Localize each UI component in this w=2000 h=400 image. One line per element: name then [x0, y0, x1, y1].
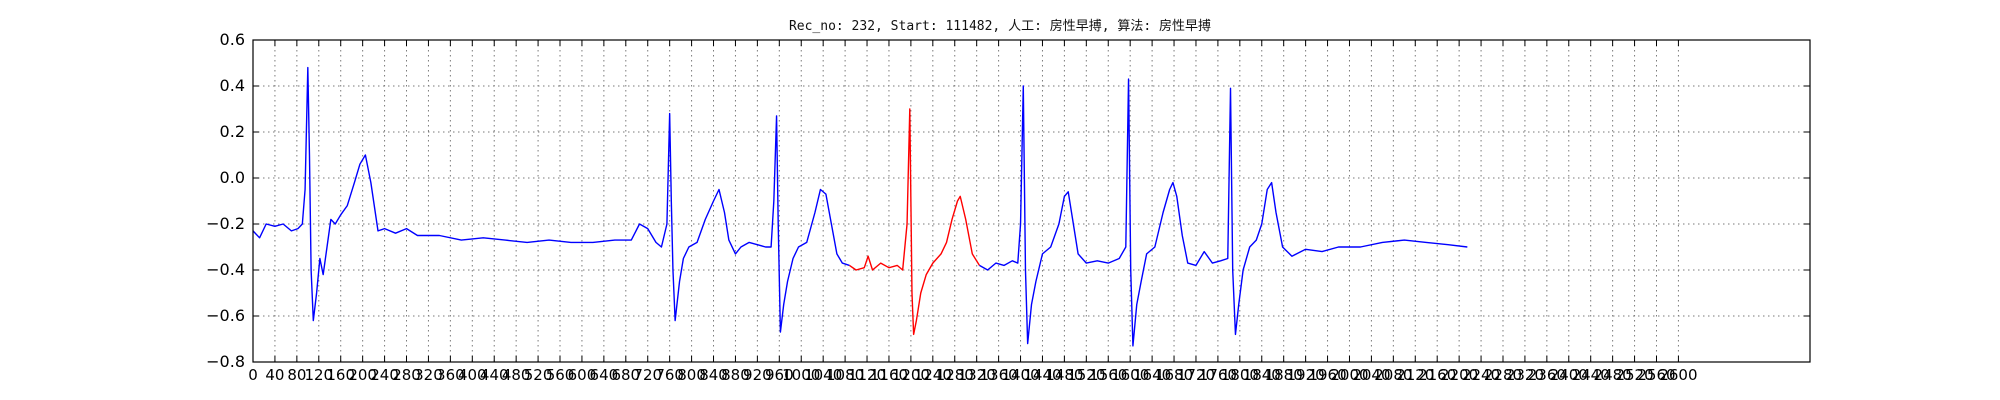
x-tick-label: 2160: [1418, 366, 1456, 384]
x-tick-label: 1760: [1199, 366, 1237, 384]
x-tick-label: 360: [436, 366, 465, 384]
x-tick-label: 1320: [958, 366, 996, 384]
x-tick-label: 1640: [1133, 366, 1171, 384]
x-tick-label: 1200: [892, 366, 930, 384]
x-tick-label: 1400: [1001, 366, 1039, 384]
x-tick-label: 240: [370, 366, 399, 384]
x-tick-label: 2040: [1352, 366, 1390, 384]
y-tick-label: 0.2: [220, 122, 245, 141]
y-tick-label: −0.8: [206, 352, 245, 371]
x-tick-label: 1720: [1177, 366, 1215, 384]
series-lines: [252, 66, 1468, 347]
y-axis: −0.8 −0.6 −0.4 −0.2 0.0 0.2 0.4 0.6: [206, 30, 1810, 371]
x-tick-label: 2200: [1440, 366, 1478, 384]
x-tick-label: 200: [348, 366, 377, 384]
x-tick-label: 2560: [1637, 366, 1675, 384]
x-tick-label: 2360: [1528, 366, 1566, 384]
ecg-segment-1: [849, 108, 981, 336]
x-tick-label: 1000: [782, 366, 820, 384]
y-tick-label: 0.0: [220, 168, 245, 187]
x-tick-label: 0: [248, 366, 258, 384]
x-tick-label: 40: [265, 366, 284, 384]
x-tick-label: 2440: [1572, 366, 1610, 384]
x-tick-label: 1360: [980, 366, 1018, 384]
x-tick-label: 2280: [1484, 366, 1522, 384]
x-tick-label: 1520: [1067, 366, 1105, 384]
x-tick-label: 1880: [1265, 366, 1303, 384]
x-tick-label: 400: [458, 366, 487, 384]
x-tick-label: 1600: [1111, 366, 1149, 384]
x-tick-label: 480: [502, 366, 531, 384]
x-tick-label: 1680: [1155, 366, 1193, 384]
y-tick-label: 0.4: [220, 76, 245, 95]
x-tick-label: 440: [480, 366, 509, 384]
x-tick-label: 1080: [826, 366, 864, 384]
x-tick-label: 2400: [1550, 366, 1588, 384]
plot-frame: [252, 39, 1811, 363]
x-tick-label: 160: [326, 366, 355, 384]
chart-title: Rec_no: 232, Start: 111482, 人工: 房性早搏, 算法…: [789, 18, 1211, 34]
x-tick-label: 760: [655, 366, 684, 384]
x-tick-label: 520: [524, 366, 553, 384]
x-tick-label: 1040: [804, 366, 842, 384]
x-tick-label: 1440: [1023, 366, 1061, 384]
x-tick-label: 2480: [1594, 366, 1632, 384]
x-tick-label: 2080: [1374, 366, 1412, 384]
x-tick-label: 2600: [1659, 366, 1697, 384]
x-tick-label: 1560: [1089, 366, 1127, 384]
x-tick-label: 320: [414, 366, 443, 384]
x-tick-label: 1280: [936, 366, 974, 384]
x-tick-label: 920: [743, 366, 772, 384]
x-tick-label: 80: [287, 366, 306, 384]
x-tick-label: 1800: [1221, 366, 1259, 384]
x-tick-label: 680: [611, 366, 640, 384]
grid-lines: [253, 40, 1810, 362]
x-tick-label: 2520: [1615, 366, 1653, 384]
x-tick-label: 2240: [1462, 366, 1500, 384]
x-tick-label: 1840: [1243, 366, 1281, 384]
x-tick-label: 1240: [914, 366, 952, 384]
y-tick-label: 0.6: [220, 30, 245, 49]
y-tick-label: −0.6: [206, 306, 245, 325]
y-tick-label: −0.2: [206, 214, 245, 233]
x-tick-label: 880: [721, 366, 750, 384]
x-tick-label: 1920: [1287, 366, 1325, 384]
x-tick-label: 600: [568, 366, 597, 384]
ecg-segment-2: [979, 78, 1468, 347]
x-axis: 0 40 8012016020024028032036040044048052056…: [248, 40, 1698, 384]
x-tick-label: 2000: [1330, 366, 1368, 384]
x-tick-label: 1480: [1045, 366, 1083, 384]
x-tick-label: 2320: [1506, 366, 1544, 384]
x-tick-label: 640: [590, 366, 619, 384]
ecg-segment-0: [252, 66, 850, 333]
x-tick-label: 720: [633, 366, 662, 384]
x-tick-label: 280: [392, 366, 421, 384]
x-tick-label: 560: [546, 366, 575, 384]
x-tick-label: 2120: [1396, 366, 1434, 384]
x-tick-label: 800: [677, 366, 706, 384]
x-tick-label: 1120: [848, 366, 886, 384]
x-tick-label: 1160: [870, 366, 908, 384]
x-tick-label: 1960: [1308, 366, 1346, 384]
y-tick-label: −0.4: [206, 260, 245, 279]
x-tick-label: 960: [765, 366, 794, 384]
x-tick-label: 120: [304, 366, 333, 384]
x-tick-label: 840: [699, 366, 728, 384]
